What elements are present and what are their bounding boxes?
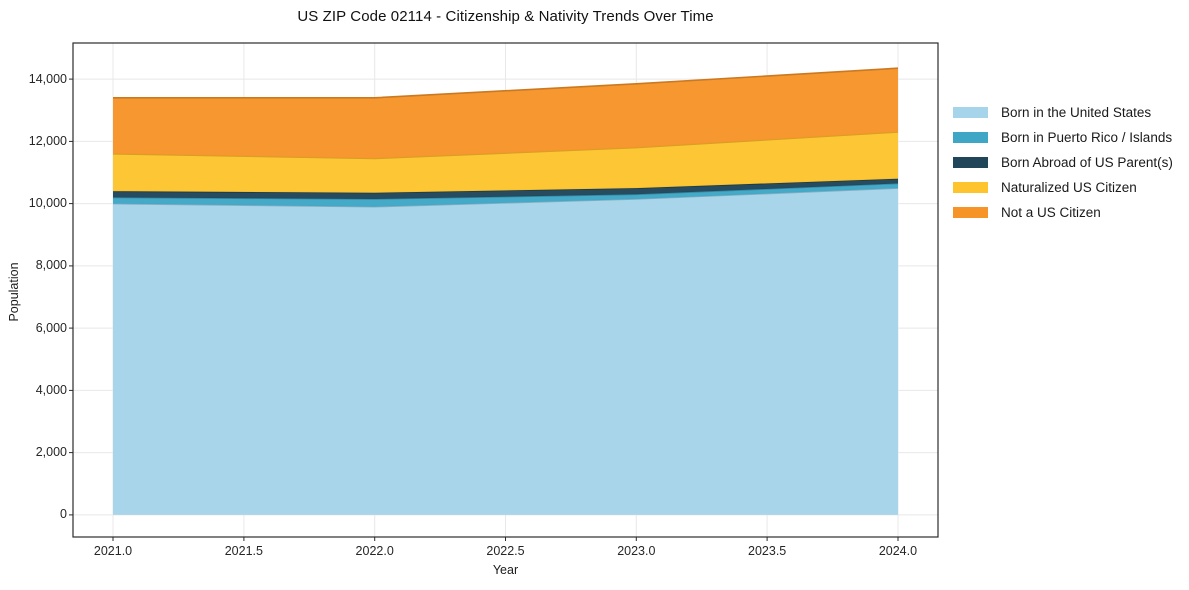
- y-tick-label: 0: [60, 507, 67, 522]
- legend-label: Born Abroad of US Parent(s): [1001, 155, 1173, 170]
- legend-item: Not a US Citizen: [953, 200, 1173, 225]
- legend-label: Born in the United States: [1001, 105, 1152, 120]
- x-tick-label: 2021.0: [93, 544, 133, 558]
- legend-swatch: [953, 207, 988, 218]
- legend-label: Not a US Citizen: [1001, 205, 1101, 220]
- legend-label: Naturalized US Citizen: [1001, 180, 1137, 195]
- x-tick-label: 2022.5: [486, 544, 525, 558]
- legend-swatch: [953, 182, 988, 193]
- x-tick-label: 2022.0: [355, 544, 394, 558]
- y-tick-label: 4,000: [35, 382, 67, 397]
- legend-item: Born Abroad of US Parent(s): [953, 150, 1173, 175]
- y-tick-label: 8,000: [35, 258, 67, 273]
- legend-swatch: [953, 107, 988, 118]
- x-tick-label: 2021.5: [224, 544, 263, 558]
- y-tick-label: 10,000: [28, 196, 67, 211]
- x-tick-label: 2023.5: [748, 544, 787, 558]
- legend-swatch: [953, 132, 988, 143]
- y-tick-label: 2,000: [35, 445, 67, 460]
- y-tick-label: 6,000: [35, 320, 67, 335]
- legend: Born in the United States Born in Puerto …: [953, 100, 1173, 225]
- legend-label: Born in Puerto Rico / Islands: [1001, 130, 1173, 145]
- y-tick-label: 14,000: [28, 71, 67, 86]
- legend-item: Born in Puerto Rico / Islands: [953, 125, 1173, 150]
- x-tick-label: 2024.0: [878, 544, 918, 558]
- legend-swatch: [953, 157, 988, 168]
- x-tick-label: 2023.0: [617, 544, 656, 558]
- legend-item: Born in the United States: [953, 100, 1173, 125]
- x-axis-label: Year: [492, 563, 519, 577]
- y-tick-label: 12,000: [28, 133, 67, 148]
- chart-title: US ZIP Code 02114 - Citizenship & Nativi…: [297, 8, 714, 25]
- legend-item: Naturalized US Citizen: [953, 175, 1173, 200]
